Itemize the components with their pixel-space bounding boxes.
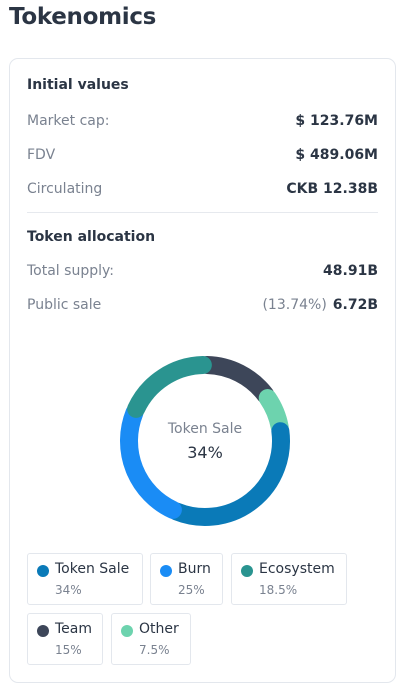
legend-item-team[interactable]: Team 15% bbox=[27, 613, 103, 665]
market-cap-label: Market cap: bbox=[27, 113, 110, 129]
legend-dot-token-sale bbox=[37, 565, 49, 577]
fdv-row: FDV $ 489.06M bbox=[27, 145, 378, 165]
circulating-label: Circulating bbox=[27, 181, 103, 197]
legend-item-token-sale[interactable]: Token Sale 34% bbox=[27, 553, 143, 605]
donut-slice-team[interactable] bbox=[198, 356, 275, 404]
public-sale-label: Public sale bbox=[27, 297, 102, 313]
legend-share: 25% bbox=[178, 583, 205, 597]
legend-item-ecosystem[interactable]: Ecosystem 18.5% bbox=[231, 553, 347, 605]
donut-center: Token Sale 34% bbox=[115, 351, 295, 531]
legend-dot-ecosystem bbox=[241, 565, 253, 577]
legend-name: Burn bbox=[178, 561, 211, 577]
legend-name: Other bbox=[139, 621, 179, 637]
total-supply-label: Total supply: bbox=[27, 263, 114, 279]
legend-dot-burn bbox=[160, 565, 172, 577]
divider bbox=[27, 212, 378, 213]
initial-values-title: Initial values bbox=[27, 77, 129, 93]
fdv-label: FDV bbox=[27, 147, 56, 163]
donut-center-value: 34% bbox=[187, 442, 223, 462]
tokenomics-card: Initial values Market cap: $ 123.76M FDV… bbox=[9, 58, 396, 683]
legend-share: 7.5% bbox=[139, 643, 170, 657]
market-cap-value: $ 123.76M bbox=[295, 113, 378, 129]
allocation-donut-chart bbox=[120, 356, 290, 526]
legend-name: Token Sale bbox=[55, 561, 130, 577]
public-sale-values: (13.74%) 6.72B bbox=[262, 297, 378, 313]
donut-center-label: Token Sale bbox=[167, 420, 243, 437]
legend-dot-team bbox=[37, 625, 49, 637]
market-cap-row: Market cap: $ 123.76M bbox=[27, 111, 378, 131]
legend-dot-other bbox=[121, 625, 133, 637]
donut-slice-burn[interactable] bbox=[120, 403, 182, 519]
token-allocation-title: Token allocation bbox=[27, 229, 156, 245]
donut-slice-token-sale[interactable] bbox=[167, 422, 290, 526]
total-supply-row: Total supply: 48.91B bbox=[27, 261, 378, 281]
legend-share: 15% bbox=[55, 643, 82, 657]
legend-item-other[interactable]: Other 7.5% bbox=[111, 613, 191, 665]
total-supply-value: 48.91B bbox=[323, 263, 378, 279]
page-title: Tokenomics bbox=[9, 4, 157, 30]
legend-share: 18.5% bbox=[259, 583, 298, 597]
public-sale-value: 6.72B bbox=[332, 297, 378, 313]
circulating-value: CKB 12.38B bbox=[286, 181, 378, 197]
legend-name: Ecosystem bbox=[259, 561, 335, 577]
circulating-row: Circulating CKB 12.38B bbox=[27, 179, 378, 199]
legend-name: Team bbox=[55, 621, 93, 637]
public-sale-percent: (13.74%) bbox=[262, 297, 327, 313]
legend-share: 34% bbox=[55, 583, 82, 597]
public-sale-row: Public sale (13.74%) 6.72B bbox=[27, 295, 378, 315]
legend-item-burn[interactable]: Burn 25% bbox=[150, 553, 223, 605]
fdv-value: $ 489.06M bbox=[295, 147, 378, 163]
donut-slice-ecosystem[interactable] bbox=[127, 356, 212, 418]
